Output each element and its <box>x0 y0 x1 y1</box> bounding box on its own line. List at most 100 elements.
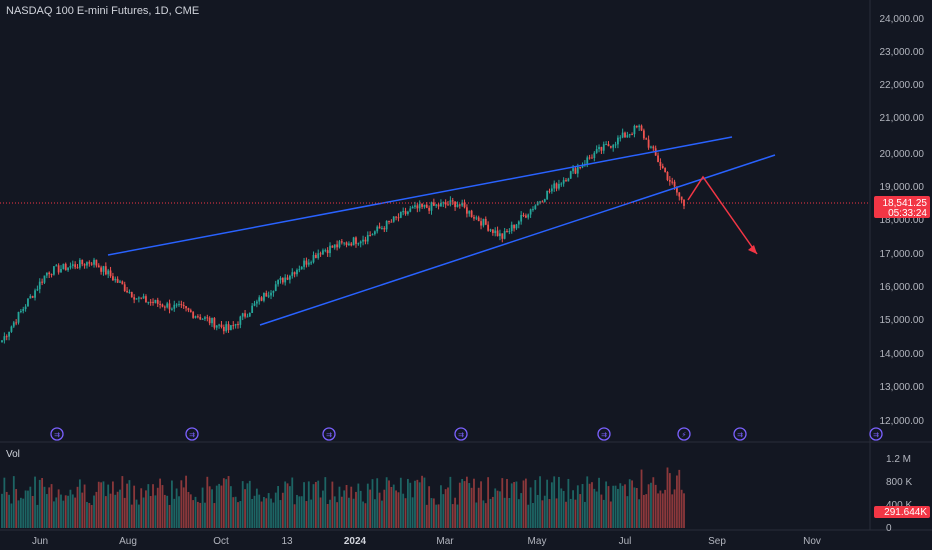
candle <box>447 204 449 206</box>
candle <box>123 284 126 291</box>
volume-bar <box>64 495 67 528</box>
volume-bar <box>600 494 603 528</box>
candle <box>522 214 525 216</box>
candle <box>574 168 577 174</box>
candle <box>442 202 445 204</box>
volume-bar <box>447 487 449 528</box>
candle <box>576 167 579 174</box>
time-axis[interactable]: Jun Aug Oct 13 2024 Mar May Jul Sep Nov <box>32 536 821 547</box>
volume-bar <box>381 500 383 528</box>
volume-bar <box>397 492 400 528</box>
volume-bar <box>392 484 395 528</box>
candle <box>414 205 416 207</box>
candle <box>510 224 513 232</box>
candle <box>338 241 341 248</box>
volume-bar <box>602 499 605 528</box>
dividend-event-icon[interactable] <box>733 427 747 441</box>
candle <box>668 179 671 182</box>
volume-bar <box>263 496 265 528</box>
candle <box>135 298 138 300</box>
candle <box>671 181 674 183</box>
candle <box>326 250 329 254</box>
volume-bar <box>560 488 563 528</box>
volume-bar <box>166 495 169 528</box>
volume-bar <box>668 473 671 528</box>
lower-trendline[interactable] <box>259 154 776 326</box>
candle <box>222 326 225 332</box>
volume-bar <box>593 488 596 528</box>
candle <box>187 308 190 311</box>
upper-trendline[interactable] <box>107 136 733 256</box>
candle <box>119 281 121 283</box>
candle <box>529 209 532 215</box>
time-label: Jul <box>619 536 632 547</box>
volume-bar <box>286 483 289 528</box>
candle <box>270 292 272 296</box>
candle <box>277 279 280 285</box>
volume-bar <box>156 487 159 528</box>
volume-bar <box>62 500 65 528</box>
candle <box>300 266 303 270</box>
volume-bar <box>130 504 133 528</box>
candle <box>29 296 32 299</box>
volume-bar <box>255 488 258 528</box>
candle <box>541 201 544 203</box>
candle <box>154 299 157 303</box>
candle <box>619 137 622 139</box>
volume-bar <box>576 485 579 528</box>
volume-bar <box>218 483 221 528</box>
volume-bar <box>395 490 397 528</box>
candle <box>477 217 480 222</box>
volume-bar <box>350 486 353 528</box>
candle <box>652 146 655 149</box>
earnings-flash-icon[interactable] <box>677 427 691 441</box>
volume-bar <box>119 489 121 528</box>
volume-bar <box>178 496 180 528</box>
candle <box>265 293 268 297</box>
price-axis[interactable]: 24,000.00 23,000.00 22,000.00 21,000.00 … <box>880 14 925 427</box>
dividend-event-icon[interactable] <box>185 427 199 441</box>
candle <box>473 217 475 219</box>
volume-bar <box>57 489 60 528</box>
candle <box>31 296 34 298</box>
volume-bar <box>27 490 29 528</box>
volume-bar <box>281 492 284 528</box>
candle <box>67 267 69 271</box>
dividend-event-icon[interactable] <box>869 427 883 441</box>
candle <box>418 204 421 209</box>
price-tick: 18,000.00 <box>880 215 925 226</box>
volume-bar <box>541 500 544 528</box>
volume-bar <box>220 485 223 528</box>
candle <box>548 190 551 192</box>
volume-bar <box>333 496 336 528</box>
candle <box>180 304 183 306</box>
volume-bar <box>116 491 119 528</box>
volume-bar <box>76 486 79 528</box>
time-label: Oct <box>213 536 229 547</box>
volume-bar <box>501 478 504 528</box>
projection-arrow[interactable] <box>687 175 758 255</box>
volume-bar <box>371 479 374 528</box>
volume-bar <box>206 476 209 528</box>
dividend-event-icon[interactable] <box>50 427 64 441</box>
candle <box>45 272 48 276</box>
volume-bar <box>638 499 641 528</box>
candle <box>373 231 376 235</box>
candle <box>468 210 471 214</box>
volume-bar <box>340 496 343 528</box>
dividend-event-icon[interactable] <box>454 427 468 441</box>
candle <box>251 305 254 313</box>
volume-bar <box>628 479 631 528</box>
dividend-event-icon[interactable] <box>597 427 611 441</box>
volume-bar <box>666 467 669 528</box>
volume-bar <box>222 478 225 528</box>
volume-bar <box>267 493 270 528</box>
event-markers[interactable]: ⇉ ⇉ ⇉ ⇉ ⇉ ⚡ ⇉ ⇉ <box>50 427 883 441</box>
volume-bar <box>529 487 532 528</box>
candle <box>347 243 350 246</box>
volume-bar <box>3 477 6 528</box>
candle <box>185 306 187 309</box>
dividend-event-icon[interactable] <box>322 427 336 441</box>
volume-axis[interactable]: 1.2 M 800 K 400 K 0 <box>886 454 912 534</box>
